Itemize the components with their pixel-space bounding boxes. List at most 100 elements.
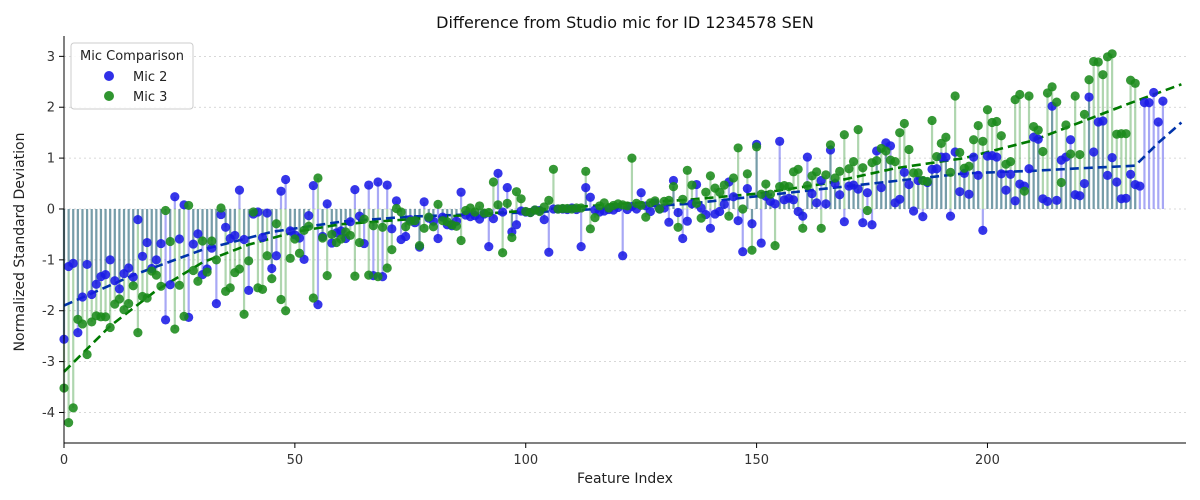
mic-2-point xyxy=(419,197,429,207)
mic-3-point xyxy=(327,229,337,240)
mic-3-point xyxy=(839,130,849,140)
mic-3-point xyxy=(294,248,305,258)
mic-2-point xyxy=(738,247,748,257)
mic-2-point xyxy=(770,199,780,209)
mic-2-point xyxy=(77,292,88,302)
mic-2-point xyxy=(156,238,166,249)
mic-3-point xyxy=(290,234,300,244)
mic-2-point xyxy=(87,289,97,300)
mic-3-point xyxy=(862,205,873,216)
x-tick-label-0: 0 xyxy=(60,453,68,468)
mic-3-point xyxy=(239,309,249,319)
legend-entry-mic-2: Mic 2 xyxy=(133,70,167,85)
mic-3-point xyxy=(248,207,258,217)
mic-3-point xyxy=(899,118,909,129)
mic-3-point xyxy=(124,299,134,309)
mic-3-point xyxy=(969,135,979,145)
mic-3-point xyxy=(207,236,217,246)
y-tick-label-2: 2 xyxy=(47,101,55,116)
mic-2-point xyxy=(992,152,1002,162)
mic-3-point xyxy=(581,166,591,176)
mic-3-point xyxy=(696,213,706,223)
mic-2-point xyxy=(807,189,817,199)
mic-3-point xyxy=(728,173,739,183)
mic-2-point xyxy=(544,247,554,257)
mic-3-point xyxy=(673,222,683,232)
mic-2-point xyxy=(456,187,466,197)
mic-2-point xyxy=(636,188,646,198)
mic-3-point xyxy=(276,294,286,305)
mic-2-point xyxy=(244,285,254,295)
mic-3-point xyxy=(544,195,554,205)
mic-2-point xyxy=(193,229,203,239)
mic-2-point xyxy=(373,177,383,187)
mic-2-point xyxy=(839,217,849,227)
mic-2-point xyxy=(867,220,877,230)
mic-2-point xyxy=(576,242,586,252)
mic-3-point xyxy=(881,146,891,156)
mic-3-point xyxy=(77,319,88,329)
mic-3-point xyxy=(451,221,462,231)
mic-3-point xyxy=(1075,149,1085,160)
y-axis-ticks: -4 -3 -2 -1 0 1 2 3 xyxy=(42,50,64,421)
mic-3-point xyxy=(941,132,951,142)
mic-2-point xyxy=(1089,147,1099,157)
mic-3-point xyxy=(350,271,360,281)
mic-3-point xyxy=(271,219,281,229)
mic-2-point xyxy=(908,206,919,216)
mic-3-point xyxy=(756,189,766,199)
mic-3-point xyxy=(174,280,185,290)
mic-2-point xyxy=(585,192,595,202)
x-tick-label-200: 200 xyxy=(975,453,1000,468)
mic-2-point xyxy=(678,233,688,244)
mic-3-point xyxy=(636,200,646,211)
mic-2-trend xyxy=(63,121,1183,307)
mic-3-point xyxy=(216,203,226,213)
mic-2-point xyxy=(82,259,92,270)
mic-2-point xyxy=(955,187,965,197)
mic-2-point xyxy=(401,231,411,242)
mic-3-point xyxy=(373,272,383,282)
mic-2-point xyxy=(276,186,286,196)
mic-2-point xyxy=(271,251,281,261)
mic-3-point xyxy=(387,245,397,255)
mic-2-point xyxy=(1125,169,1136,179)
mic-3-point xyxy=(922,176,933,187)
mic-2-point xyxy=(498,207,508,217)
mic-2-point xyxy=(68,258,78,269)
mic-3-point xyxy=(336,234,346,244)
y-tick-label-0: 0 xyxy=(47,202,55,217)
mic-2-point xyxy=(128,272,138,282)
mic-2-point xyxy=(1084,92,1094,102)
mic-2-point xyxy=(1098,116,1108,126)
mic-3-point xyxy=(1015,89,1025,100)
mic-3-point xyxy=(848,157,859,167)
mic-3-point xyxy=(1019,186,1029,196)
mic-3-point xyxy=(548,164,559,174)
mic-2-point xyxy=(798,211,808,221)
mic-3-point xyxy=(751,142,762,152)
mic-2-point xyxy=(618,251,628,261)
legend-title: Mic Comparison xyxy=(80,49,184,64)
mic-3-point xyxy=(738,204,748,214)
mic-2-point xyxy=(188,239,198,249)
mic-2-point xyxy=(142,237,152,248)
mic-3-point xyxy=(234,264,245,274)
mic-3-point xyxy=(377,222,388,232)
mic-3-point xyxy=(345,230,355,241)
mic-3-point xyxy=(502,198,512,208)
mic-3-point xyxy=(170,324,180,334)
mic-3-point xyxy=(285,253,295,263)
mic-3-point xyxy=(835,166,845,176)
mic-3-point xyxy=(308,293,318,303)
mic-2-point xyxy=(137,251,148,261)
mic-2-point xyxy=(257,232,268,243)
mic-3-point xyxy=(484,207,494,218)
mic-2-point xyxy=(539,215,549,225)
mic-3-point xyxy=(165,236,175,247)
mic-3-point xyxy=(655,204,665,214)
mic-2-point xyxy=(728,192,739,202)
mic-2-point xyxy=(502,183,512,193)
mic-3-point xyxy=(304,221,314,231)
mic-3-point xyxy=(650,196,660,206)
